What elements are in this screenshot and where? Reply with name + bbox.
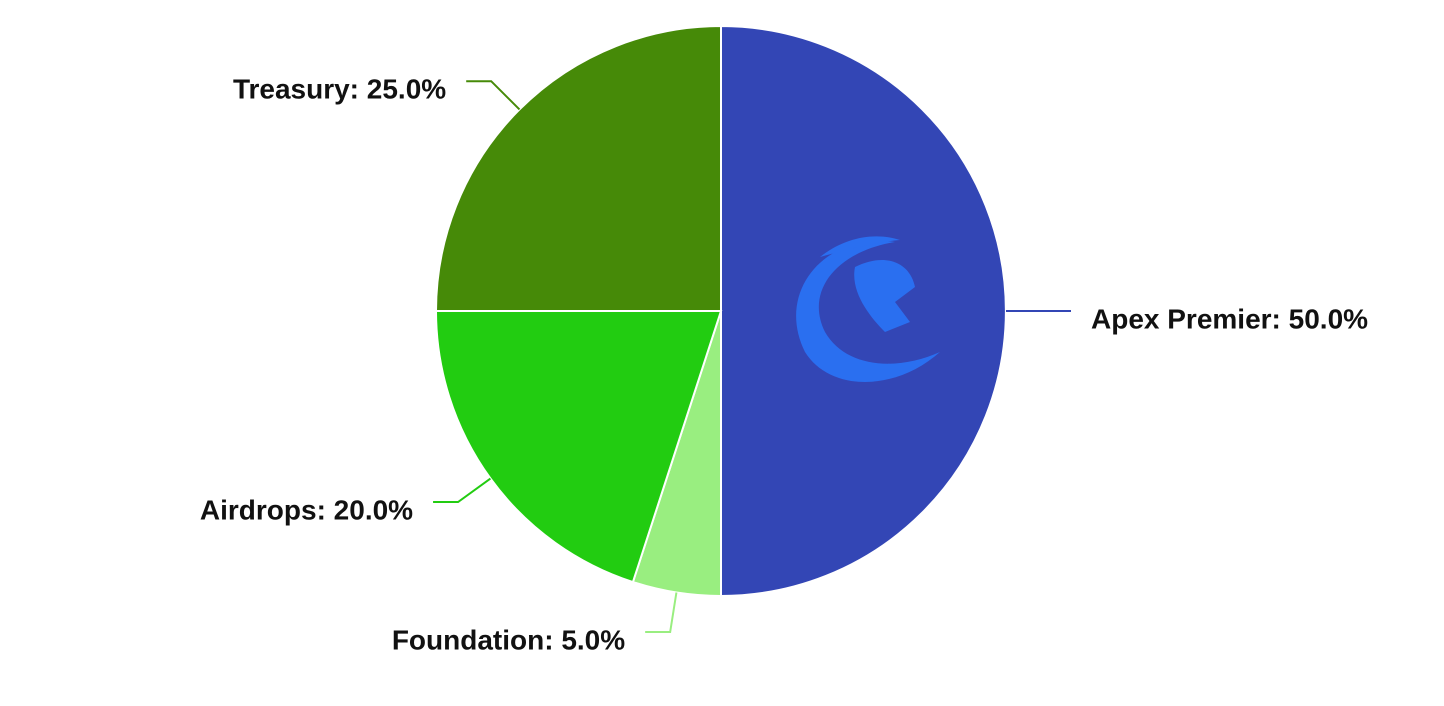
pie-slice — [434, 24, 722, 312]
leader-line — [645, 592, 678, 633]
leader-line — [466, 80, 521, 111]
pie-slice — [434, 310, 723, 584]
data-label: Apex Premier: 50.0% — [1091, 303, 1368, 334]
pie — [434, 24, 1007, 598]
data-label: Airdrops: 20.0% — [200, 494, 413, 525]
data-label: Treasury: 25.0% — [233, 74, 446, 105]
pie-slice — [720, 24, 1007, 598]
logo — [796, 236, 940, 383]
leader-line — [433, 477, 492, 504]
data-label: Foundation: 5.0% — [392, 624, 625, 655]
